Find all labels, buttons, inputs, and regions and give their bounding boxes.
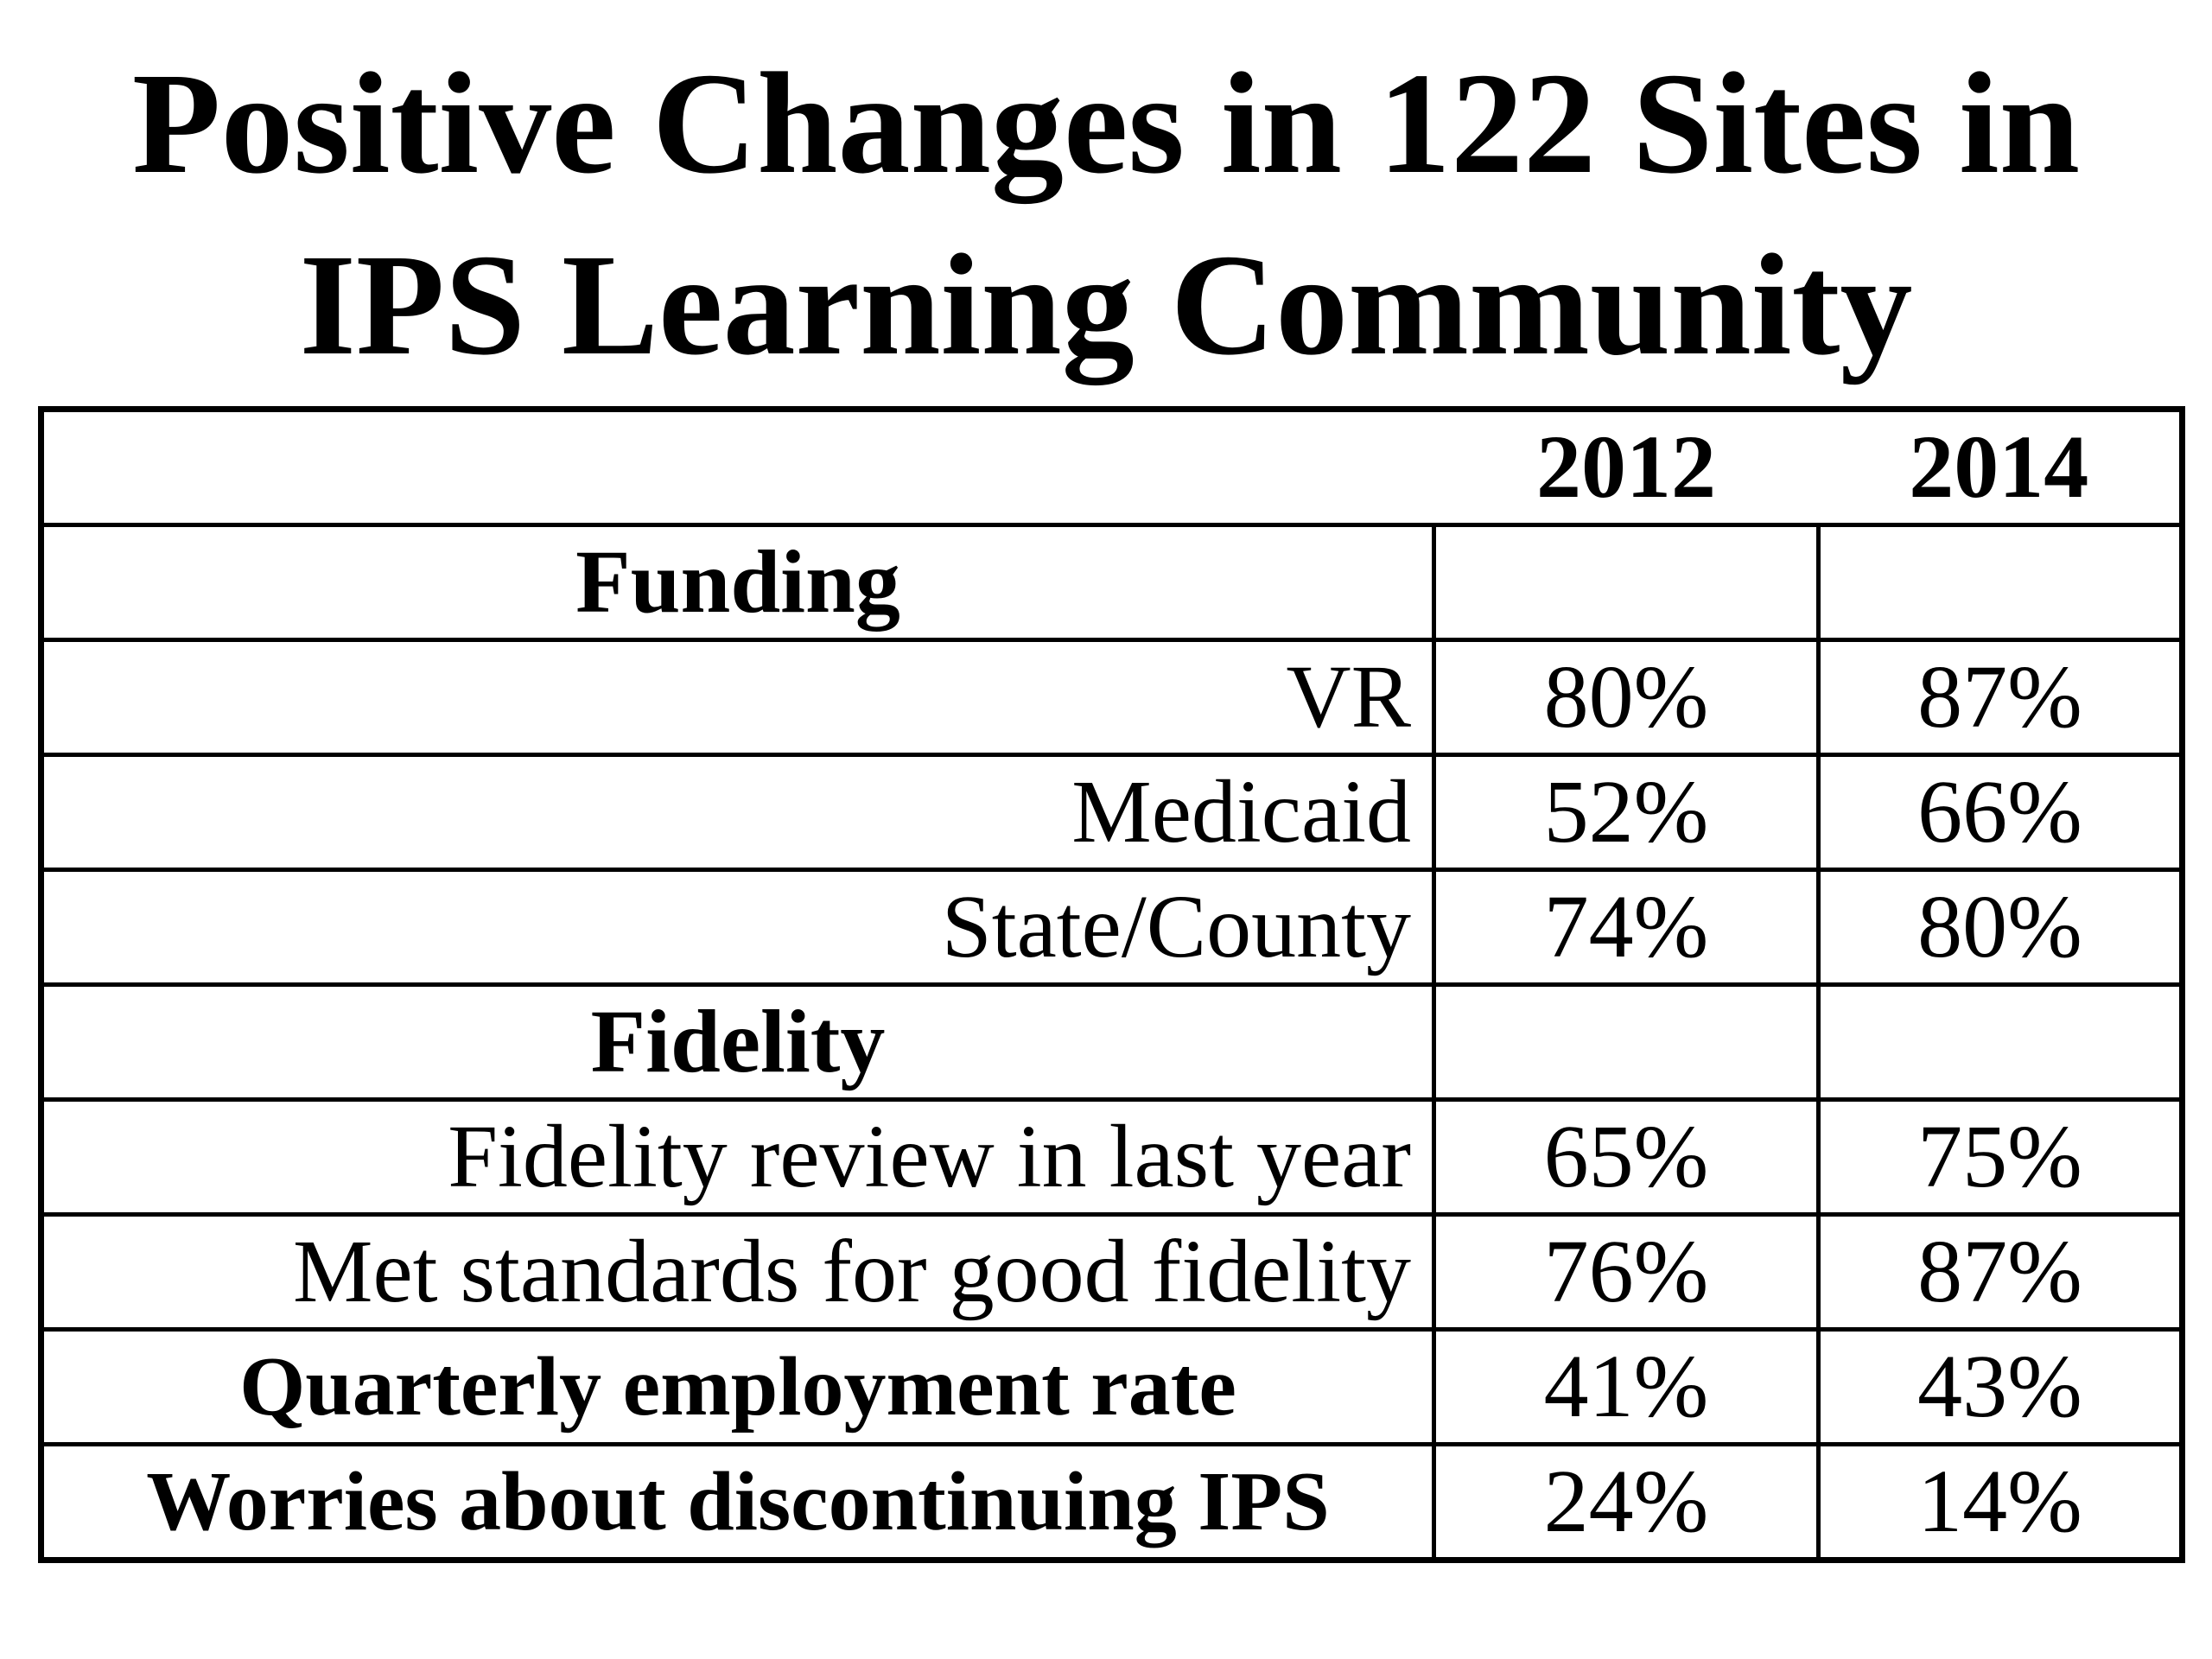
cell-2012 [1432,523,1821,642]
section-label: Fidelity [39,982,1436,1102]
cell-2014: 87% [1816,638,2184,757]
table-row: Fidelity [39,982,2184,1102]
row-label: VR [39,638,1436,757]
cell-2014: 14% [1816,1442,2184,1562]
row-label: Medicaid [39,753,1436,872]
cell-2014: 75% [1816,1097,2184,1217]
table-row: VR 80% 87% [39,638,2184,757]
row-label: Fidelity review in last year [39,1097,1436,1217]
row-label: State/County [39,868,1436,987]
column-header-label [38,407,1434,527]
cell-2014: 80% [1816,868,2184,987]
cell-2014: 43% [1816,1327,2184,1446]
table-row: Worries about discontinuing IPS 24% 14% [39,1442,2184,1562]
table-body: Funding VR 80% 87% Medicaid 52% 66% State/Count… [39,523,2184,1562]
cell-2012: 80% [1432,638,1821,757]
column-header-2012: 2012 [1433,407,1819,527]
page-title: Positive Changes in 122 Sites in IPS Lea… [0,33,2212,396]
title-line-2: IPS Learning Community [299,225,1913,385]
cell-2014 [1816,982,2184,1102]
cell-2014 [1816,523,2184,642]
section-label: Funding [39,523,1436,642]
table-row: Met standards for good fidelity 76% 87% [39,1212,2184,1332]
table-row: Fidelity review in last year 65% 75% [39,1097,2184,1217]
row-label: Quarterly employment rate [39,1327,1436,1446]
cell-2012: 76% [1432,1212,1821,1332]
table-row: State/County 74% 80% [39,868,2184,987]
table-row: Funding [39,523,2184,642]
table-row: Quarterly employment rate 41% 43% [39,1327,2184,1446]
column-header-2014: 2014 [1818,407,2185,527]
data-table: 2012 2014 Funding VR 80% 87% Medicaid 52% 66% S… [38,406,2185,1563]
cell-2012 [1432,982,1821,1102]
cell-2012: 24% [1432,1442,1821,1562]
row-label: Worries about discontinuing IPS [39,1442,1436,1562]
row-label: Met standards for good fidelity [39,1212,1436,1332]
cell-2014: 66% [1816,753,2184,872]
table-header-row: 2012 2014 [38,407,2185,527]
table-row: Medicaid 52% 66% [39,753,2184,872]
title-line-1: Positive Changes in 122 Sites in [131,43,2081,204]
cell-2012: 74% [1432,868,1821,987]
cell-2012: 52% [1432,753,1821,872]
cell-2012: 41% [1432,1327,1821,1446]
cell-2012: 65% [1432,1097,1821,1217]
cell-2014: 87% [1816,1212,2184,1332]
